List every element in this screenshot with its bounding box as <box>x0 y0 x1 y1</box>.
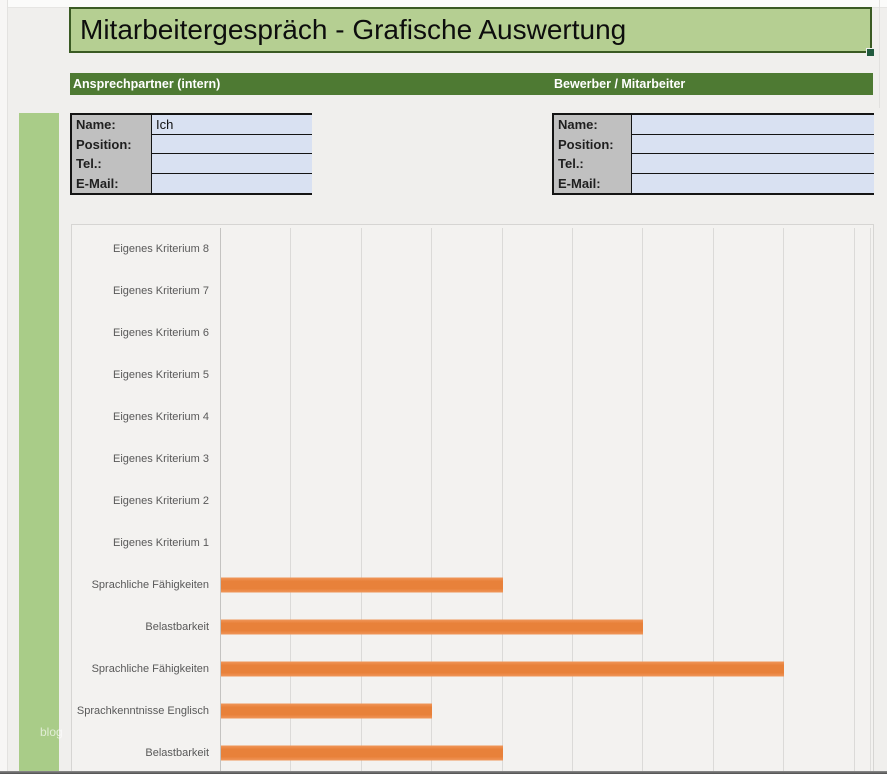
category-label: Eigenes Kriterium 1 <box>113 537 209 549</box>
form-ansprechpartner: Name: Ich Position: Tel.: E-Mail: <box>70 113 312 195</box>
position-field[interactable] <box>152 134 312 154</box>
tel-field[interactable] <box>632 154 874 174</box>
value-bar <box>221 619 644 635</box>
chart-row: Eigenes Kriterium 7 <box>72 270 873 312</box>
x-gridline <box>853 228 855 772</box>
tel-field[interactable] <box>152 154 312 174</box>
x-gridline <box>572 228 573 772</box>
x-gridline <box>431 228 433 772</box>
category-label: Belastbarkeit <box>145 747 209 759</box>
email-field[interactable] <box>632 173 874 193</box>
position-label: Position: <box>72 134 152 154</box>
section-header-band: Ansprechpartner (intern) Bewerber / Mita… <box>70 73 873 95</box>
chart-row: Eigenes Kriterium 5 <box>72 354 873 396</box>
chart-row: Eigenes Kriterium 8 <box>72 228 873 270</box>
value-bar <box>221 577 503 593</box>
category-label: Eigenes Kriterium 6 <box>113 327 209 339</box>
category-label: Sprachliche Fähigkeiten <box>91 663 209 675</box>
name-field[interactable]: Ich <box>152 115 312 135</box>
chart-row: Belastbarkeit <box>72 732 873 773</box>
x-gridline <box>290 228 292 772</box>
chart-row: Eigenes Kriterium 4 <box>72 396 873 438</box>
x-gridline <box>360 228 362 772</box>
category-label: Sprachkenntnisse Englisch <box>76 705 209 717</box>
chart-row: Eigenes Kriterium 1 <box>72 522 873 564</box>
tel-label: Tel.: <box>72 154 152 174</box>
chart-row: Eigenes Kriterium 3 <box>72 438 873 480</box>
category-label: Eigenes Kriterium 2 <box>113 495 209 507</box>
category-label: Eigenes Kriterium 5 <box>113 369 209 381</box>
category-label: Eigenes Kriterium 3 <box>113 453 209 465</box>
x-gridline <box>783 228 785 772</box>
watermark-text: blog <box>40 725 63 739</box>
column-divider-line <box>879 0 880 108</box>
position-label: Position: <box>554 134 632 154</box>
email-label: E-Mail: <box>554 173 632 193</box>
category-label: Eigenes Kriterium 8 <box>113 243 209 255</box>
name-field[interactable] <box>632 115 874 135</box>
chart-row: Eigenes Kriterium 2 <box>72 480 873 522</box>
email-label: E-Mail: <box>72 173 152 193</box>
category-label: Sprachliche Fähigkeiten <box>91 579 209 591</box>
x-gridline <box>712 228 714 772</box>
tel-label: Tel.: <box>554 154 632 174</box>
chart-row: Belastbarkeit <box>72 606 873 648</box>
cell-fill-handle[interactable] <box>866 48 875 57</box>
category-label: Belastbarkeit <box>145 621 209 633</box>
value-bar <box>221 661 785 677</box>
decorative-green-strip: blog <box>19 113 63 771</box>
form-bewerber: Name: Position: Tel.: E-Mail: <box>552 113 874 195</box>
value-bar <box>221 745 503 761</box>
page-title: Mitarbeitergespräch - Grafische Auswertu… <box>80 14 627 45</box>
position-field[interactable] <box>632 134 874 154</box>
chart-plot-area <box>220 228 871 772</box>
evaluation-bar-chart[interactable]: Eigenes Kriterium 8 Eigenes Kriterium 7 Ei… <box>71 224 874 774</box>
section-header-bewerber: Bewerber / Mitarbeiter <box>554 77 686 91</box>
title-cell[interactable]: Mitarbeitergespräch - Grafische Auswertu… <box>69 7 872 53</box>
value-bar <box>221 703 433 719</box>
category-label: Eigenes Kriterium 4 <box>113 411 209 423</box>
name-label: Name: <box>72 115 152 135</box>
chart-row: Sprachliche Fähigkeiten <box>72 564 873 606</box>
chart-row: Sprachkenntnisse Englisch <box>72 690 873 732</box>
x-gridline <box>642 228 644 772</box>
chart-row: Sprachliche Fähigkeiten <box>72 648 873 690</box>
window-bottom-edge <box>0 771 887 774</box>
section-header-intern: Ansprechpartner (intern) <box>73 77 221 91</box>
chart-row: Eigenes Kriterium 6 <box>72 312 873 354</box>
sheet-left-margin <box>0 0 8 774</box>
email-field[interactable] <box>152 173 312 193</box>
name-label: Name: <box>554 115 632 135</box>
y-axis-line <box>220 228 221 772</box>
category-label: Eigenes Kriterium 7 <box>113 285 209 297</box>
x-gridline <box>501 228 503 772</box>
